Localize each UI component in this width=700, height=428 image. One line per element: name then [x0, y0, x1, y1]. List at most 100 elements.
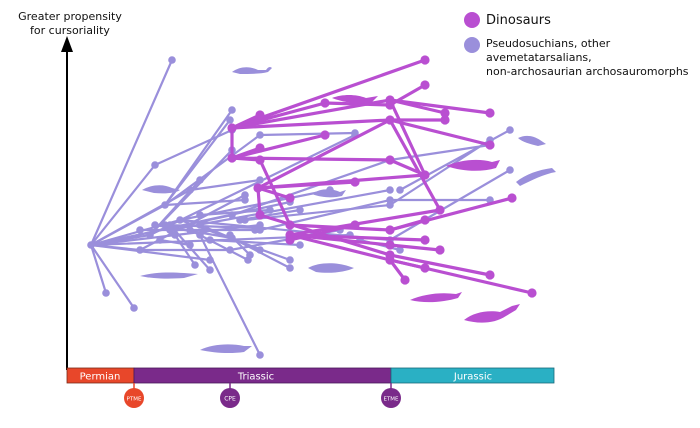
period-jurassic: [390, 367, 555, 384]
other-lineage-node: [196, 176, 204, 184]
dinosaur-lineage-node: [420, 170, 430, 180]
dinosaur-lineage-node: [400, 275, 410, 285]
other-lineage-branch: [258, 198, 392, 232]
other-lineage-branch: [89, 58, 174, 247]
legend-item-dinosaurs: Dinosaurs: [464, 12, 700, 29]
crawler-silhouette-icon: [142, 185, 180, 194]
dinosaur-lineage-branch: [230, 118, 392, 130]
dinosaur-lineage-branch: [388, 218, 427, 232]
dinosaur-lineage-node: [350, 220, 360, 230]
dinosaur-lineage-node: [320, 130, 330, 140]
legend-swatch-others: [464, 37, 480, 53]
other-lineage-node: [186, 226, 194, 234]
y-axis-label: Greater propensity for cursoriality: [10, 10, 130, 38]
dinosaur-lineage-branch: [388, 118, 442, 212]
dinosaur-lineage-branch: [388, 83, 427, 107]
dinosaur-lineage-node: [255, 143, 265, 153]
dinosaur-lineage-branch: [258, 213, 392, 257]
dinosaur-lineage-node: [255, 110, 265, 120]
lizard-right-silhouette-icon: [518, 135, 546, 146]
period-label-permian: Permian: [80, 372, 121, 383]
dinosaur-lineage-branch: [256, 173, 427, 190]
other-lineage-node: [296, 241, 304, 249]
dinosaur-lineage-node: [485, 140, 495, 150]
dinosaur-lineage-node: [435, 205, 445, 215]
other-lineage-node: [151, 161, 159, 169]
other-lineage-node: [241, 216, 249, 224]
dinosaur-lineage-branch: [388, 118, 492, 147]
other-lineage-node: [186, 186, 194, 194]
other-lineage-branch: [163, 198, 247, 207]
other-lineage-node: [396, 186, 404, 194]
dinosaur-lineage-node: [420, 235, 430, 245]
event-label-ptme: PTME: [127, 397, 142, 403]
dinosaur-lineage-branch: [388, 243, 442, 252]
event-markers: PTME CPE ETME: [124, 383, 401, 408]
lizard-silhouette-icon: [232, 66, 272, 74]
dinosaur-lineage-node: [385, 240, 395, 250]
dinosaur-lineage-node: [485, 270, 495, 280]
other-lineage-node: [171, 231, 179, 239]
dinosaur-lineage-branch: [288, 233, 392, 262]
dinosaur-lineage-node: [385, 225, 395, 235]
other-lineage-branch: [388, 168, 512, 242]
other-lineages: [87, 56, 514, 359]
other-lineage-node: [246, 251, 254, 259]
silhouettes-dino: [332, 95, 520, 323]
dinosaur-lineage-node: [253, 183, 263, 193]
other-lineage-node: [206, 236, 214, 244]
other-lineage-node: [136, 246, 144, 254]
other-lineage-node: [241, 196, 249, 204]
other-lineage-node: [228, 211, 236, 219]
other-lineage-branch: [163, 223, 262, 230]
reptile-silhouette-icon: [200, 344, 252, 354]
other-lineage-node: [146, 231, 154, 239]
dinosaur-lineage-node: [527, 288, 537, 298]
other-lineage-node: [196, 221, 204, 229]
dinosaur-lineage-node: [440, 108, 450, 118]
dinosaur-lineage-branch: [388, 98, 492, 115]
other-lineage-node: [226, 231, 234, 239]
legend-label-others: Pseudosuchians, other avemetatarsalians,…: [486, 37, 700, 79]
dinosaur-lineage-node: [385, 115, 395, 125]
dinosaur-lineage-branch: [230, 113, 262, 130]
other-lineage-node: [396, 246, 404, 254]
other-lineage-node: [186, 241, 194, 249]
other-lineage-branch: [258, 131, 357, 137]
dinosaur-lineage-node: [507, 193, 517, 203]
other-lineage-branch: [158, 238, 192, 247]
dinosaur-lineage-node: [485, 108, 495, 118]
dinosaur-lineage-node: [420, 215, 430, 225]
other-lineage-node: [136, 226, 144, 234]
y-axis-label-line1: Greater propensity: [18, 10, 122, 23]
dinosaur-lineage-node: [285, 193, 295, 203]
other-lineage-branch: [388, 143, 492, 162]
other-lineage-node: [176, 216, 184, 224]
dinosaur-lineage-node: [227, 153, 237, 163]
dinosaur-lineage-branch: [388, 98, 427, 177]
flyer-silhouette-icon: [516, 168, 556, 186]
event-marker-etme: [381, 388, 401, 408]
dinosaur-lineage-branch: [288, 223, 357, 242]
dinosaur-silhouette-icon: [446, 159, 500, 171]
dinosaur-lineage-node: [385, 100, 395, 110]
event-label-cpe: CPE: [224, 396, 236, 403]
dinosaur-lineage-node: [440, 115, 450, 125]
legend-label-others-line2: non-archosaurian archosauromorphs: [486, 65, 689, 78]
dinosaur-lineage-node: [350, 177, 360, 187]
croc-silhouette-icon: [140, 272, 198, 279]
silhouettes-other: [140, 66, 556, 354]
other-lineage-node: [506, 126, 514, 134]
other-lineage-node: [351, 129, 359, 137]
other-lineage-branch: [238, 208, 302, 222]
other-lineage-node: [102, 289, 110, 297]
other-lineage-node: [256, 351, 264, 359]
other-lineage-branch: [208, 238, 302, 247]
dinosaur-lineage-node: [420, 263, 430, 273]
other-lineage-branch: [173, 233, 197, 267]
dinosaur-lineage-node: [435, 245, 445, 255]
other-lineage-node: [286, 264, 294, 272]
event-label-etme: ETME: [383, 397, 399, 403]
dinosaur-lineage-node: [227, 123, 237, 133]
